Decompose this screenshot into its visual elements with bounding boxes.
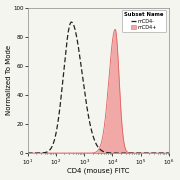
Y-axis label: Normalized To Mode: Normalized To Mode — [6, 45, 12, 115]
X-axis label: CD4 (mouse) FITC: CD4 (mouse) FITC — [67, 168, 129, 174]
Legend: mCD4-, mCD4+: mCD4-, mCD4+ — [122, 10, 166, 32]
